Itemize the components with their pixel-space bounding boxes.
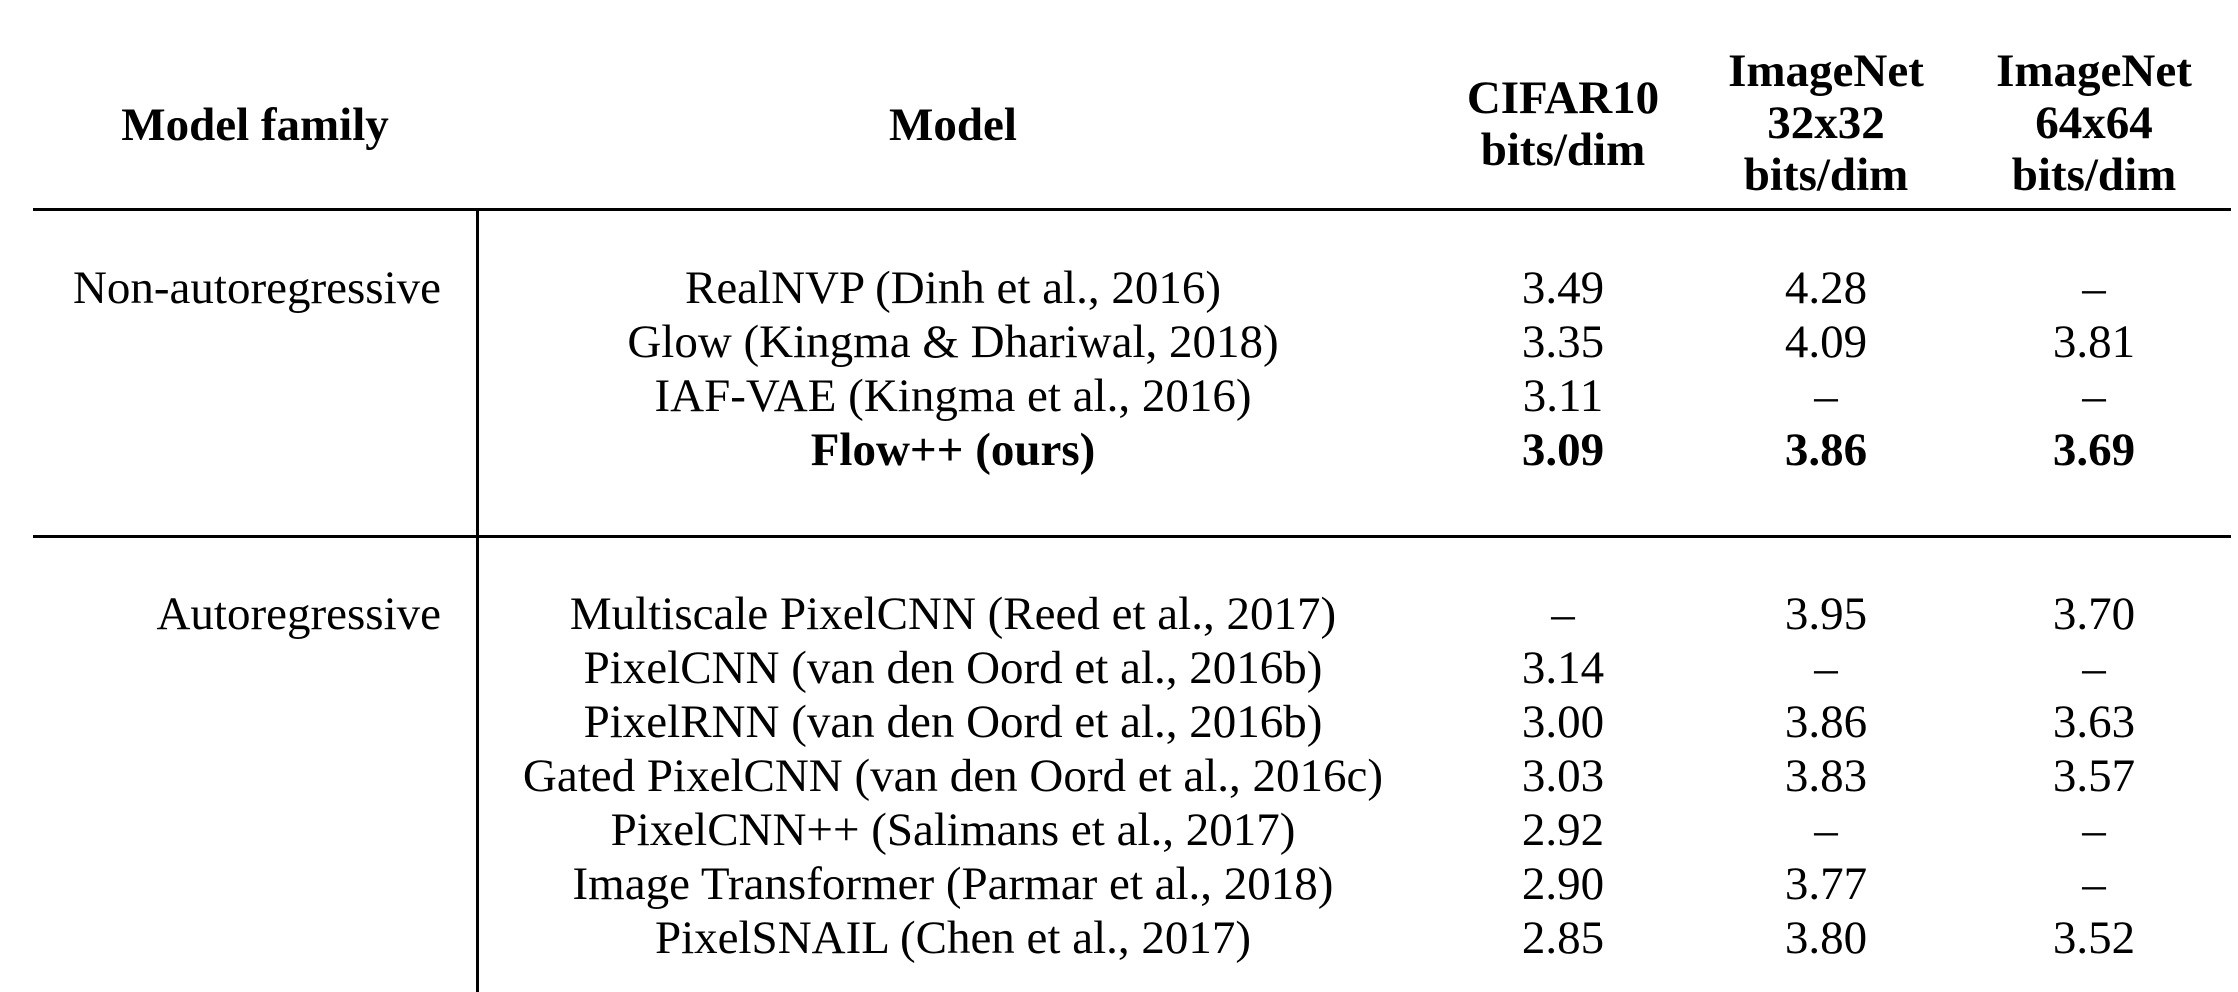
family-label-nonautoregressive: Non-autoregressive — [72, 262, 441, 314]
header-text: Model — [889, 99, 1017, 151]
score-imagenet64: – — [2082, 858, 2106, 910]
model-name: PixelRNN (van den Oord et al., 2016b) — [583, 696, 1323, 748]
score-imagenet32: 4.09 — [1784, 316, 1868, 368]
score-imagenet64: – — [2082, 804, 2106, 856]
header-text: ImageNet — [1996, 45, 2192, 97]
group-separator-rule — [33, 535, 2231, 538]
score-imagenet32: 3.83 — [1784, 750, 1868, 802]
score-cifar10: 3.35 — [1521, 316, 1605, 368]
score-imagenet32: – — [1814, 804, 1838, 856]
header-imagenet32: ImageNet 32x32 bits/dim — [1728, 45, 1924, 201]
header-rule — [33, 208, 2231, 211]
model-name: Gated PixelCNN (van den Oord et al., 201… — [522, 750, 1384, 802]
header-imagenet64: ImageNet 64x64 bits/dim — [1996, 45, 2192, 201]
header-text: CIFAR10 — [1466, 72, 1660, 124]
model-name-ours: Flow++ (ours) — [810, 424, 1096, 476]
score-cifar10: 2.92 — [1521, 804, 1605, 856]
score-imagenet32: 3.80 — [1784, 912, 1868, 964]
model-name: Glow (Kingma & Dhariwal, 2018) — [627, 316, 1279, 368]
score-cifar10: 2.85 — [1521, 912, 1605, 964]
header-model: Model — [889, 99, 1017, 151]
score-imagenet64: 3.57 — [2052, 750, 2136, 802]
score-cifar10: 2.90 — [1521, 858, 1605, 910]
score-cifar10: 3.14 — [1521, 642, 1605, 694]
model-name: PixelCNN++ (Salimans et al., 2017) — [610, 804, 1296, 856]
header-text: bits/dim — [1480, 124, 1646, 176]
score-imagenet32: 3.95 — [1784, 588, 1868, 640]
header-model-family: Model family — [121, 99, 389, 151]
model-name: IAF-VAE (Kingma et al., 2016) — [654, 370, 1252, 422]
header-text: bits/dim — [2011, 149, 2177, 201]
score-imagenet64: – — [2082, 262, 2106, 314]
score-imagenet64: – — [2082, 642, 2106, 694]
score-cifar10: 3.49 — [1521, 262, 1605, 314]
score-imagenet32-ours: 3.86 — [1784, 424, 1868, 476]
score-imagenet32: 4.28 — [1784, 262, 1868, 314]
score-cifar10-ours: 3.09 — [1521, 424, 1605, 476]
score-imagenet32: 3.86 — [1784, 696, 1868, 748]
header-text: Model family — [121, 99, 389, 151]
header-text: ImageNet — [1728, 45, 1924, 97]
score-imagenet64-ours: 3.69 — [2052, 424, 2136, 476]
model-name: PixelSNAIL (Chen et al., 2017) — [654, 912, 1252, 964]
score-imagenet64: 3.52 — [2052, 912, 2136, 964]
header-text: 32x32 — [1767, 97, 1885, 149]
header-text: bits/dim — [1743, 149, 1909, 201]
family-label-autoregressive: Autoregressive — [156, 588, 441, 640]
model-name: Multiscale PixelCNN (Reed et al., 2017) — [569, 588, 1337, 640]
model-name: PixelCNN (van den Oord et al., 2016b) — [583, 642, 1323, 694]
score-imagenet64: 3.63 — [2052, 696, 2136, 748]
model-name: Image Transformer (Parmar et al., 2018) — [572, 858, 1334, 910]
score-imagenet32: 3.77 — [1784, 858, 1868, 910]
score-imagenet32: – — [1814, 370, 1838, 422]
header-cifar10: CIFAR10 bits/dim — [1467, 72, 1659, 176]
score-imagenet64: 3.70 — [2052, 588, 2136, 640]
family-column-rule — [476, 208, 479, 992]
score-imagenet32: – — [1814, 642, 1838, 694]
score-cifar10: 3.03 — [1521, 750, 1605, 802]
score-cifar10: – — [1551, 588, 1575, 640]
header-text: 64x64 — [2035, 97, 2153, 149]
score-cifar10: 3.00 — [1521, 696, 1605, 748]
score-imagenet64: – — [2082, 370, 2106, 422]
score-cifar10: 3.11 — [1522, 370, 1604, 422]
score-imagenet64: 3.81 — [2052, 316, 2136, 368]
model-name: RealNVP (Dinh et al., 2016) — [684, 262, 1222, 314]
